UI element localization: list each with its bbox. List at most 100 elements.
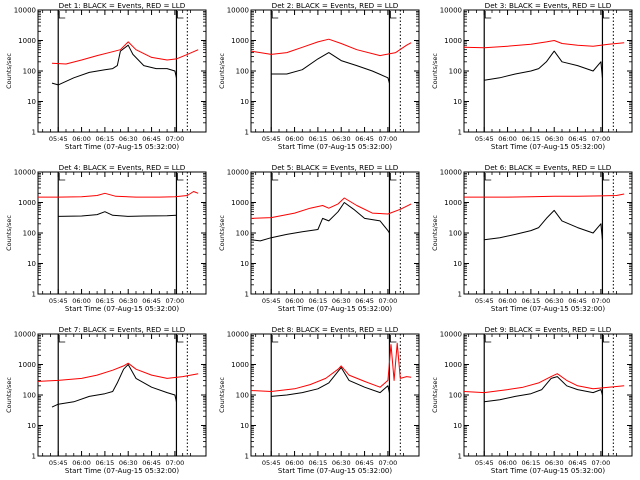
chart-title: Det 4: BLACK = Events, RED = LLD	[59, 163, 186, 172]
x-tick-label: 06:15	[309, 459, 328, 467]
y-tick-label: 1	[245, 129, 249, 137]
chart-title: Det 6: BLACK = Events, RED = LLD	[485, 163, 612, 172]
series-line-lld	[37, 362, 199, 382]
series-line-lld	[463, 373, 625, 394]
y-tick-label: 1	[245, 291, 249, 299]
y-tick-label: 10000	[227, 169, 249, 177]
y-tick-label: 100	[236, 68, 249, 76]
x-tick-label: 06:45	[142, 135, 161, 143]
x-tick-label: 06:45	[568, 297, 587, 305]
panel-det-7: Det 7: BLACK = Events, RED = LLD 1 10 100 10…	[5, 325, 207, 475]
y-tick-label: 10000	[440, 7, 462, 15]
y-tick-label: 1000	[231, 361, 249, 369]
series-line-lld	[51, 41, 199, 65]
series-line-events	[484, 376, 603, 403]
series-line-events	[58, 211, 177, 217]
x-axis-label: Start Time (07-Aug-15 05:32:00)	[65, 143, 179, 151]
x-tick-label: 06:30	[332, 297, 351, 305]
x-tick-label: 06:00	[498, 135, 517, 143]
y-axis-label: Counts/sec	[5, 377, 13, 413]
panel-det-9: Det 9: BLACK = Events, RED = LLD 1 10 100 10…	[431, 325, 633, 475]
series-line-lld	[250, 38, 412, 57]
y-tick-label: 10000	[14, 169, 36, 177]
x-tick-label: 06:15	[96, 459, 115, 467]
panel-det-8: Det 8: BLACK = Events, RED = LLD 1 10 100 10…	[218, 325, 420, 475]
marker-bracket	[603, 173, 610, 181]
y-axis-label: Counts/sec	[218, 53, 226, 89]
x-tick-label: 06:15	[96, 297, 115, 305]
y-tick-label: 10000	[14, 7, 36, 15]
x-tick-label: 07:00	[166, 135, 185, 143]
series-line-events	[271, 52, 390, 84]
y-tick-label: 100	[23, 230, 36, 238]
panel-det-4: Det 4: BLACK = Events, RED = LLD 1 10 100 10…	[5, 163, 207, 313]
y-tick-label: 10000	[440, 169, 462, 177]
plot-frame	[37, 9, 207, 133]
x-tick-label: 06:30	[119, 297, 138, 305]
x-axis-label: Start Time (07-Aug-15 05:32:00)	[491, 467, 605, 475]
x-axis-label: Start Time (07-Aug-15 05:32:00)	[278, 467, 392, 475]
y-tick-label: 1	[458, 291, 462, 299]
y-axis-label: Counts/sec	[5, 215, 13, 251]
marker-bracket	[603, 11, 610, 19]
y-tick-label: 100	[449, 230, 462, 238]
marker-bracket	[390, 173, 397, 181]
x-tick-label: 06:30	[545, 297, 564, 305]
y-tick-label: 100	[236, 392, 249, 400]
x-tick-label: 06:15	[522, 297, 541, 305]
x-tick-label: 06:45	[355, 135, 374, 143]
x-tick-label: 06:45	[142, 459, 161, 467]
y-axis-label: Counts/sec	[431, 215, 439, 251]
panel-det-3: Det 3: BLACK = Events, RED = LLD 1 10 100 10…	[431, 1, 633, 151]
plot-frame	[250, 333, 420, 457]
y-tick-label: 1000	[18, 361, 36, 369]
x-tick-label: 06:00	[498, 297, 517, 305]
chart-title: Det 2: BLACK = Events, RED = LLD	[272, 1, 399, 10]
series-line-events	[484, 50, 603, 81]
y-axis-label: Counts/sec	[218, 377, 226, 413]
x-axis-label: Start Time (07-Aug-15 05:32:00)	[491, 305, 605, 313]
x-tick-label: 06:00	[285, 459, 304, 467]
x-tick-label: 05:45	[475, 135, 494, 143]
x-tick-label: 07:00	[379, 297, 398, 305]
y-tick-label: 1000	[18, 37, 36, 45]
panel-det-5: Det 5: BLACK = Events, RED = LLD 1 10 100 10…	[218, 163, 420, 313]
x-tick-label: 05:45	[475, 297, 494, 305]
chart-title: Det 9: BLACK = Events, RED = LLD	[485, 325, 612, 334]
x-tick-label: 06:30	[545, 135, 564, 143]
x-tick-label: 06:00	[498, 459, 517, 467]
y-tick-label: 10000	[14, 331, 36, 339]
series-line-lld	[463, 40, 625, 49]
x-tick-label: 05:45	[49, 459, 68, 467]
y-tick-label: 10	[240, 98, 249, 106]
x-tick-label: 06:30	[119, 459, 138, 467]
marker-bracket	[177, 335, 184, 343]
marker-bracket	[271, 11, 279, 19]
y-tick-label: 100	[23, 392, 36, 400]
x-tick-label: 07:00	[592, 459, 611, 467]
x-tick-label: 06:30	[119, 135, 138, 143]
y-tick-label: 1	[32, 453, 36, 461]
x-tick-label: 05:45	[262, 135, 281, 143]
x-axis-label: Start Time (07-Aug-15 05:32:00)	[491, 143, 605, 151]
series-line-lld	[38, 191, 199, 198]
y-tick-label: 10	[453, 260, 462, 268]
series-line-events	[271, 367, 390, 397]
series-line-events	[484, 209, 603, 241]
x-tick-label: 06:15	[309, 135, 328, 143]
plot-frame	[463, 333, 633, 457]
marker-bracket	[58, 11, 66, 19]
y-tick-label: 10	[27, 422, 36, 430]
y-tick-label: 100	[449, 392, 462, 400]
plot-frame	[250, 9, 420, 133]
x-tick-label: 06:00	[72, 459, 91, 467]
x-tick-label: 05:45	[475, 459, 494, 467]
series-line-events	[250, 202, 390, 242]
y-tick-label: 10	[27, 98, 36, 106]
x-tick-label: 07:00	[166, 297, 185, 305]
y-tick-label: 10000	[227, 7, 249, 15]
x-tick-label: 05:45	[49, 135, 68, 143]
x-tick-label: 06:45	[568, 135, 587, 143]
x-axis-label: Start Time (07-Aug-15 05:32:00)	[65, 467, 179, 475]
chart-title: Det 3: BLACK = Events, RED = LLD	[485, 1, 612, 10]
